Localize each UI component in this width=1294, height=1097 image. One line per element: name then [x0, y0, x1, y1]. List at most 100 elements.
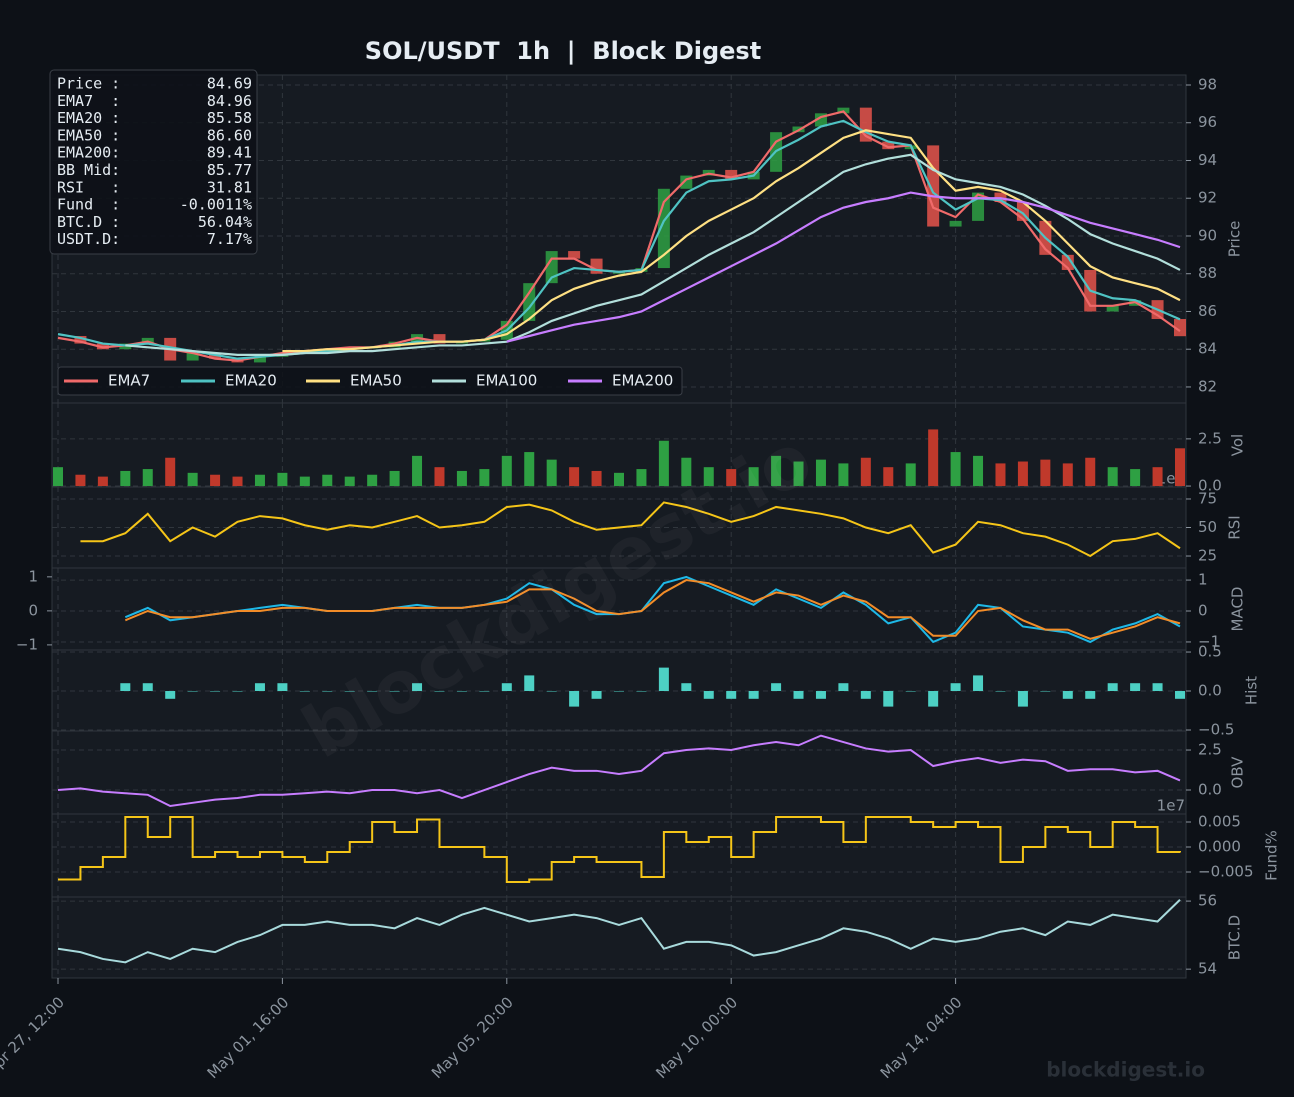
- bar: [815, 459, 826, 487]
- bar: [322, 474, 333, 487]
- bar: [726, 691, 737, 699]
- candle: [186, 352, 199, 361]
- series-line: [124, 579, 1181, 640]
- bar: [479, 469, 490, 487]
- bar: [210, 474, 221, 487]
- info-value: 85.58: [207, 109, 252, 127]
- bar: [412, 455, 423, 487]
- panel: [51, 649, 1187, 732]
- bar: [950, 683, 961, 692]
- y-tick-label: 0.0: [1198, 682, 1222, 700]
- y-tick-label: −0.5: [1198, 720, 1234, 738]
- candle: [882, 141, 895, 150]
- bar: [1085, 691, 1096, 699]
- info-box-bg: [49, 69, 258, 255]
- bar: [591, 470, 602, 487]
- info-label: EMA7 :: [57, 92, 120, 110]
- bar: [322, 691, 333, 692]
- bar: [254, 683, 265, 692]
- y-tick-label: 98: [1198, 76, 1217, 94]
- bar: [905, 463, 916, 487]
- bar: [1040, 459, 1051, 487]
- info-value: 84.69: [207, 75, 252, 93]
- bar: [591, 691, 602, 699]
- bar: [546, 459, 557, 487]
- bar: [1085, 457, 1096, 487]
- bar: [838, 463, 849, 487]
- panel: [51, 896, 1187, 979]
- bar: [299, 476, 310, 487]
- series-line: [80, 501, 1181, 558]
- bar: [815, 691, 826, 699]
- info-value: -0.0011%: [180, 196, 252, 214]
- bar: [232, 476, 243, 487]
- info-label: EMA50 :: [57, 126, 120, 144]
- y-axis-label: OBV: [1229, 756, 1247, 789]
- y-axis-label: MACD: [1229, 587, 1247, 632]
- info-label: Price :: [57, 75, 120, 93]
- bar: [456, 470, 467, 487]
- panel: [51, 813, 1187, 898]
- bar: [614, 691, 624, 692]
- bar: [389, 691, 400, 692]
- candle: [74, 336, 87, 344]
- y-tick-label: 88: [1198, 264, 1217, 282]
- bar: [883, 691, 894, 707]
- bar: [344, 476, 355, 487]
- bar: [950, 452, 961, 487]
- bar: [165, 457, 176, 487]
- chart-title: SOL/USDT 1h | Block Digest: [365, 37, 761, 65]
- info-label: USDT.D:: [57, 230, 120, 248]
- bar: [1040, 691, 1051, 692]
- info-value: 85.77: [207, 161, 252, 179]
- bar: [905, 691, 916, 692]
- bar: [636, 469, 647, 487]
- bar: [726, 469, 737, 487]
- y-tick-label: 90: [1198, 226, 1217, 244]
- bar: [771, 683, 782, 692]
- bar: [277, 472, 288, 487]
- bar: [434, 467, 445, 487]
- candle: [568, 251, 581, 259]
- bar: [254, 474, 265, 487]
- y2-tick-label: 0: [28, 601, 38, 619]
- bar: [771, 455, 782, 487]
- candle: [1106, 305, 1119, 312]
- y-tick-label: 0.5: [1198, 643, 1222, 661]
- bar: [995, 463, 1006, 487]
- bar: [367, 474, 378, 487]
- y-tick-label: 0.005: [1198, 813, 1241, 831]
- bar: [703, 467, 714, 487]
- bar: [456, 691, 467, 692]
- bar: [1062, 463, 1073, 487]
- y-tick-label: 54: [1198, 960, 1217, 978]
- info-value: 31.81: [207, 178, 252, 196]
- bar: [412, 683, 423, 692]
- legend: EMA7 EMA20 EMA50 EMA100 EMA200: [57, 366, 683, 396]
- bar: [434, 691, 445, 692]
- bar: [681, 683, 692, 692]
- bar: [165, 691, 176, 699]
- candle: [1174, 319, 1186, 337]
- bar: [501, 455, 512, 487]
- legend-label: EMA20: [225, 372, 277, 390]
- legend-label: EMA100: [476, 372, 537, 390]
- info-box: Price : 84.69 EMA7 : 84.96 EMA20 : 85.58 EMA50…: [49, 69, 258, 255]
- bar: [142, 683, 153, 692]
- y-tick-label: 84: [1198, 340, 1217, 358]
- y-tick-label: 92: [1198, 189, 1217, 207]
- y2-tick-label: −1: [16, 635, 38, 653]
- bar: [995, 691, 1006, 692]
- y-tick-label: 50: [1198, 518, 1217, 536]
- bar: [53, 467, 63, 487]
- bar: [928, 691, 939, 707]
- footer: blockdigest.io: [1046, 1058, 1205, 1082]
- bar: [748, 691, 759, 699]
- series-line: [58, 816, 1181, 883]
- y-axis-label: Vol: [1229, 434, 1247, 456]
- y-tick-label: −1: [1198, 632, 1220, 650]
- candle: [949, 220, 962, 227]
- bar: [928, 429, 939, 487]
- bar: [1107, 467, 1118, 487]
